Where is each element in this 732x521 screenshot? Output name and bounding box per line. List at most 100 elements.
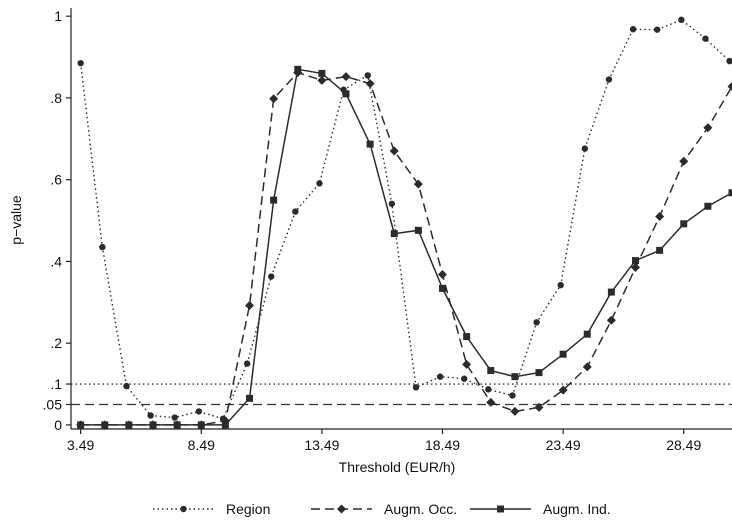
data-point-region — [702, 35, 709, 42]
data-point-augm-occ — [510, 406, 520, 416]
series-augm-occ — [76, 68, 732, 430]
data-point-augm-ind — [656, 246, 664, 254]
reference-lines — [71, 383, 732, 406]
data-point-region — [99, 243, 106, 251]
data-point-augm-ind — [439, 284, 447, 292]
axes: 0.05.1.2.4.6.813.49 8.49 13.49 18.49 23.49 28… — [43, 8, 732, 453]
data-point-augm-ind — [270, 196, 278, 204]
y-tick-label: 1 — [54, 8, 62, 24]
y-tick-label: .2 — [50, 335, 62, 351]
legend-item-augm-occ: Augm. Occ. — [311, 501, 457, 517]
data-point-region — [581, 145, 589, 152]
data-point-augm-occ — [558, 385, 568, 395]
data-point-augm-ind — [463, 333, 471, 341]
data-point-region — [243, 360, 251, 367]
y-tick-label: .05 — [43, 396, 63, 412]
x-axis-title: Threshold (EUR/h) — [339, 459, 456, 475]
x-tick-label: 3.49 — [67, 437, 94, 453]
data-point-region — [412, 384, 420, 391]
x-tick-label: 13.49 — [304, 437, 339, 453]
data-point-region — [436, 373, 444, 380]
data-point-augm-ind — [487, 367, 495, 375]
data-point-augm-ind — [414, 226, 422, 234]
data-point-augm-ind — [511, 373, 519, 381]
data-point-region — [726, 57, 732, 65]
series-region — [77, 16, 732, 422]
y-tick-label: 0 — [54, 417, 62, 433]
data-point-region — [316, 180, 323, 187]
data-point-augm-occ — [269, 94, 279, 104]
y-tick-label: .1 — [50, 376, 62, 392]
y-tick-label: .6 — [50, 172, 62, 188]
data-point-augm-occ — [534, 402, 544, 412]
data-point-augm-ind — [342, 90, 350, 98]
data-point-augm-ind — [101, 421, 109, 429]
data-point-augm-occ — [389, 146, 399, 156]
data-point-augm-ind — [535, 369, 543, 377]
data-point-augm-ind — [318, 69, 326, 77]
data-point-region — [678, 16, 685, 24]
data-point-region — [629, 26, 637, 33]
series-line-augm-ind — [80, 68, 732, 426]
data-point-augm-ind — [728, 189, 732, 197]
data-point-augm-occ — [679, 156, 689, 166]
data-point-augm-ind — [607, 288, 615, 296]
data-point-region — [171, 414, 178, 421]
data-point-augm-ind — [559, 350, 567, 358]
data-point-augm-occ — [631, 263, 641, 273]
series-group — [76, 16, 732, 430]
data-point-augm-ind — [704, 202, 712, 210]
data-point-augm-occ — [582, 362, 592, 372]
data-point-augm-ind — [173, 421, 181, 429]
data-point-region — [654, 26, 661, 33]
series-line-region — [79, 19, 731, 420]
data-point-augm-occ — [655, 211, 665, 221]
data-point-region — [195, 408, 203, 415]
x-tick-label: 18.49 — [425, 437, 460, 453]
data-point-region — [388, 200, 396, 207]
data-point-augm-ind — [583, 330, 591, 338]
data-point-augm-ind — [366, 140, 374, 148]
data-point-region — [147, 412, 154, 419]
data-point-region — [268, 273, 275, 280]
data-point-augm-ind — [125, 421, 133, 429]
data-point-augm-occ — [365, 79, 375, 89]
data-point-region — [77, 59, 84, 67]
data-point-region — [509, 392, 516, 399]
legend-label-region: Region — [226, 501, 270, 517]
data-point-augm-occ — [341, 72, 351, 82]
data-point-augm-occ — [462, 359, 472, 369]
x-tick-label: 23.49 — [546, 437, 581, 453]
data-point-augm-ind — [197, 421, 205, 429]
legend-item-region: Region — [153, 501, 270, 517]
x-tick-label: 8.49 — [188, 437, 215, 453]
data-point-region — [461, 375, 468, 382]
legend-marker-augm-ind — [497, 505, 504, 513]
legend-label-augm-occ: Augm. Occ. — [384, 501, 457, 517]
data-point-region — [123, 382, 130, 390]
data-point-region — [364, 72, 371, 79]
data-point-augm-occ — [438, 269, 448, 279]
y-tick-label: .4 — [50, 253, 62, 269]
legend-marker-augm-occ — [337, 504, 346, 514]
data-point-augm-occ — [245, 301, 255, 311]
data-point-region — [605, 76, 613, 83]
data-point-region — [557, 281, 564, 289]
data-point-augm-ind — [221, 421, 229, 429]
data-point-region — [485, 386, 492, 393]
data-point-augm-occ — [727, 81, 732, 91]
data-point-augm-ind — [246, 394, 254, 402]
data-point-augm-ind — [294, 65, 302, 73]
data-point-augm-occ — [606, 315, 616, 325]
data-point-augm-occ — [317, 75, 327, 85]
data-point-augm-ind — [77, 421, 85, 429]
legend-marker-region — [180, 505, 187, 513]
data-point-augm-ind — [680, 220, 688, 228]
y-tick-label: .8 — [50, 90, 62, 106]
data-point-region — [533, 319, 540, 326]
data-point-augm-ind — [390, 230, 398, 238]
data-point-augm-ind — [149, 421, 157, 429]
data-point-region — [292, 208, 299, 215]
data-point-augm-ind — [632, 257, 640, 265]
